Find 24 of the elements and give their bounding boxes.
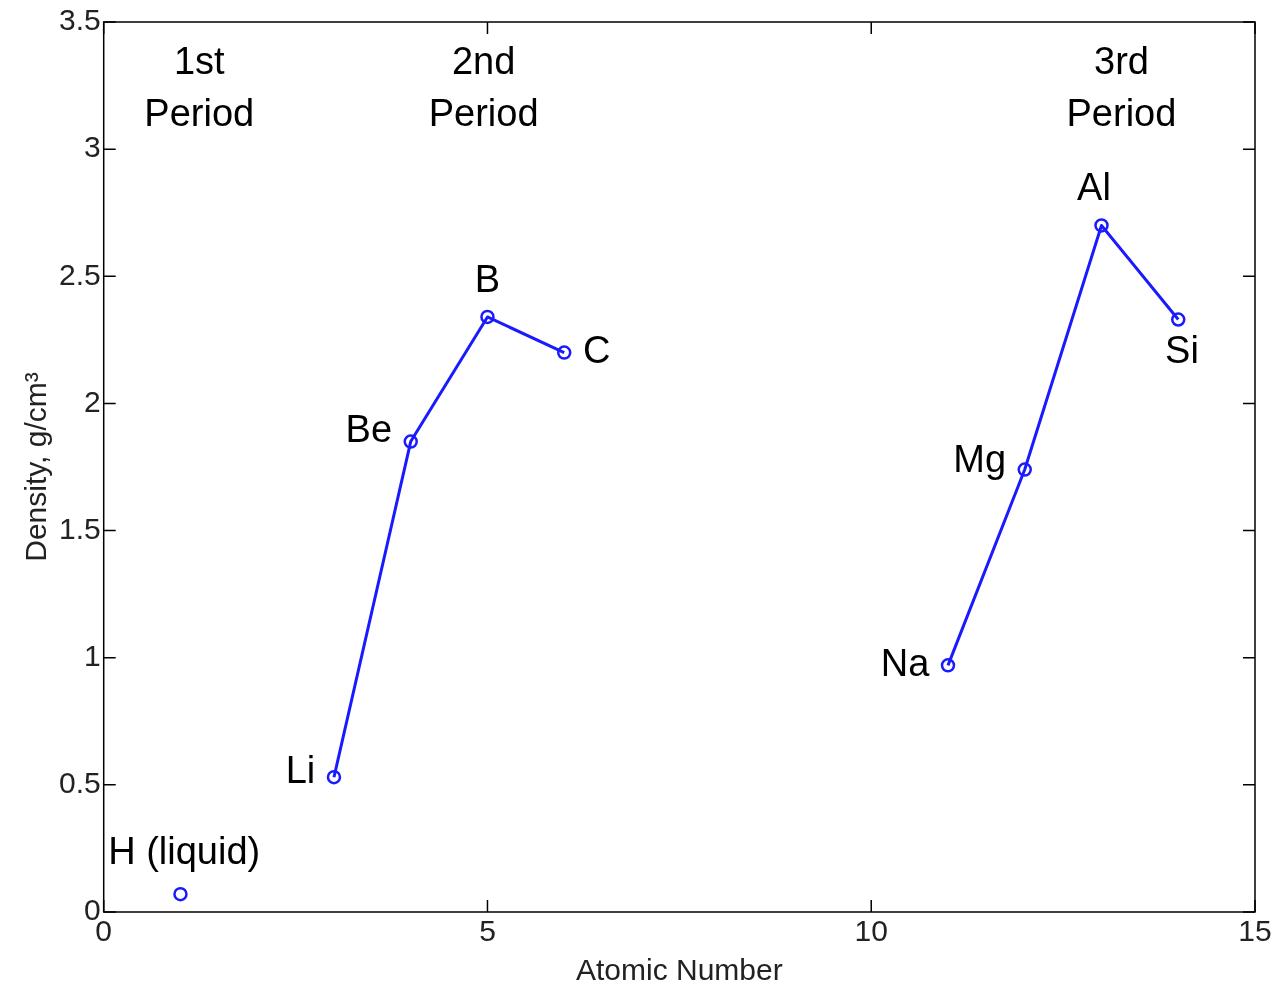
annotation: Li bbox=[285, 748, 316, 791]
annotation: Al bbox=[1077, 166, 1111, 209]
annotation: 3rd Period bbox=[1066, 40, 1177, 135]
y-tick-label: 3 bbox=[84, 130, 101, 164]
annotation: C bbox=[582, 329, 611, 372]
annotation: Si bbox=[1165, 328, 1199, 371]
y-tick-label: 3.5 bbox=[58, 3, 101, 37]
annotation: H (liquid) bbox=[108, 830, 261, 873]
y-tick-label: 2.5 bbox=[58, 257, 101, 291]
annotation: 1st Period bbox=[144, 40, 255, 135]
x-tick-label: 10 bbox=[854, 914, 888, 948]
annotation: Na bbox=[880, 641, 931, 684]
y-tick-label: 2 bbox=[84, 384, 101, 418]
y-tick-label: 0.5 bbox=[58, 766, 101, 800]
y-axis-title: Density, g/cm³ bbox=[19, 372, 53, 562]
annotation: Mg bbox=[953, 438, 1007, 481]
x-axis-title: Atomic Number bbox=[575, 953, 783, 987]
annotation: 2nd Period bbox=[428, 40, 539, 135]
y-tick-label: 1.5 bbox=[58, 511, 101, 545]
annotation: B bbox=[474, 258, 501, 301]
x-tick-label: 5 bbox=[479, 914, 496, 948]
x-tick-label: 15 bbox=[1238, 914, 1272, 948]
annotation: Be bbox=[345, 407, 393, 450]
y-tick-label: 1 bbox=[84, 638, 101, 672]
